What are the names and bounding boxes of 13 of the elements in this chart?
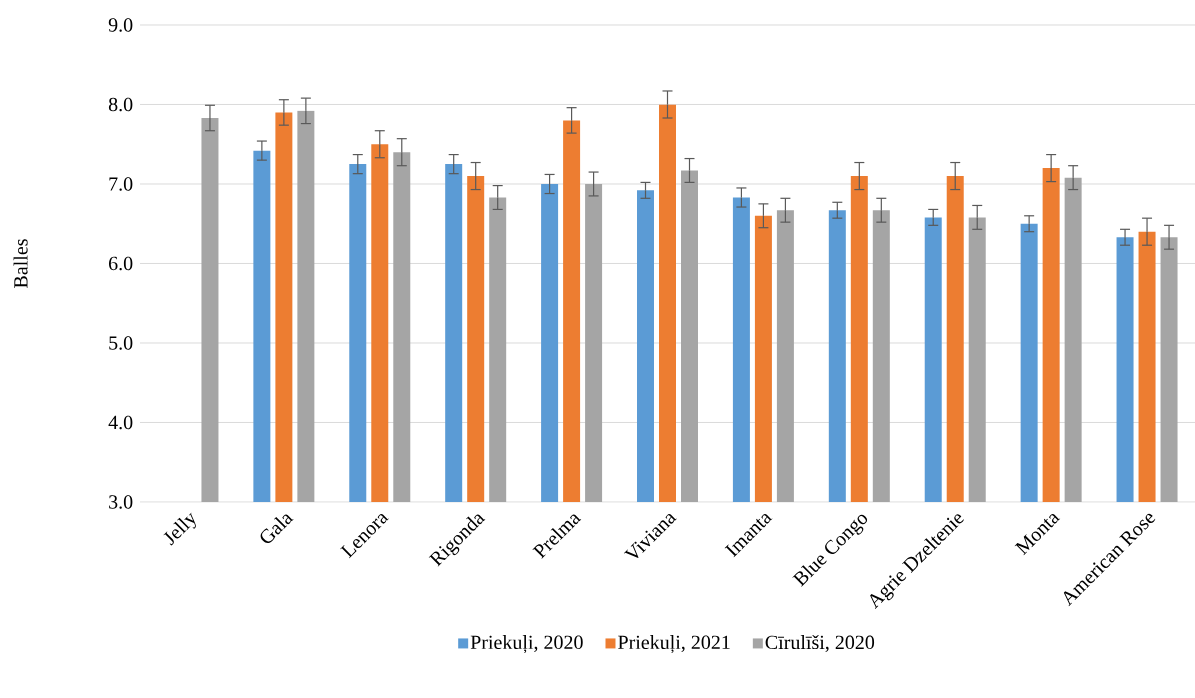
y-tick-label: 9.0 — [108, 18, 133, 32]
x-tick-label: Jelly — [163, 512, 196, 546]
legend-label: Priekuļi, 2020 — [470, 635, 583, 654]
legend-label: Cīrulīši, 2020 — [765, 634, 875, 652]
y-tick-label: 8.0 — [108, 97, 133, 112]
y-tick-label: 5.0 — [109, 336, 133, 350]
y-tick-label: 7.0 — [109, 177, 133, 191]
y-tick-label: 4.0 — [108, 415, 133, 430]
legend-label: Priekuļi, 2021 — [618, 635, 730, 654]
y-tick-label: 3.0 — [109, 495, 133, 509]
x-tick-label: Gala — [260, 514, 294, 543]
y-tick-label: 6.0 — [109, 256, 133, 271]
y-axis-title: Balles — [13, 239, 28, 288]
